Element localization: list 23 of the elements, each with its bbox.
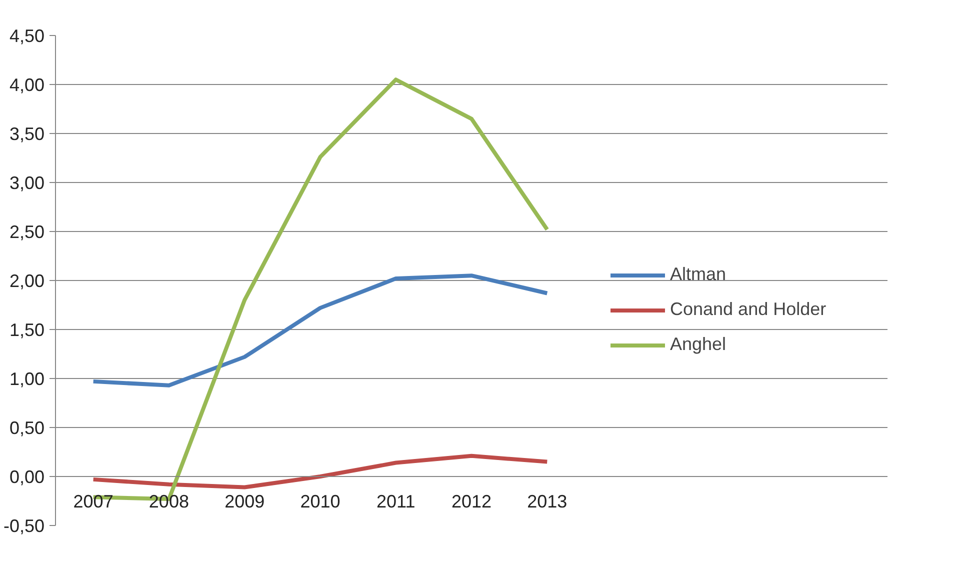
y-tick-label: 0,50	[9, 418, 45, 438]
y-tick-label: 3,00	[9, 173, 45, 193]
x-tick-label: 2011	[376, 492, 416, 512]
y-tick-label: 2,00	[9, 271, 45, 291]
y-tick-label: 3,50	[9, 124, 45, 144]
y-tick-label: 4,50	[9, 26, 45, 46]
y-tick-label: 1,50	[9, 320, 45, 340]
x-tick-label: 2007	[73, 492, 114, 512]
legend-label: Altman	[670, 264, 726, 285]
y-tick-label: -0,50	[3, 516, 45, 536]
legend-label: Anghel	[670, 334, 726, 355]
x-tick-label: 2013	[527, 492, 568, 512]
y-tick-label: 0,00	[9, 467, 45, 487]
x-tick-label: 2009	[224, 492, 265, 512]
legend-label: Conand and Holder	[670, 299, 826, 320]
line-series	[91, 274, 550, 388]
line-series	[91, 454, 550, 490]
x-tick-label: 2012	[451, 492, 492, 512]
x-tick-label: 2010	[300, 492, 340, 512]
y-tick-label: 1,00	[9, 369, 45, 389]
y-tick-label: 2,50	[9, 222, 45, 242]
y-tick-label: 4,00	[9, 75, 45, 95]
x-tick-label: 2008	[148, 492, 189, 512]
